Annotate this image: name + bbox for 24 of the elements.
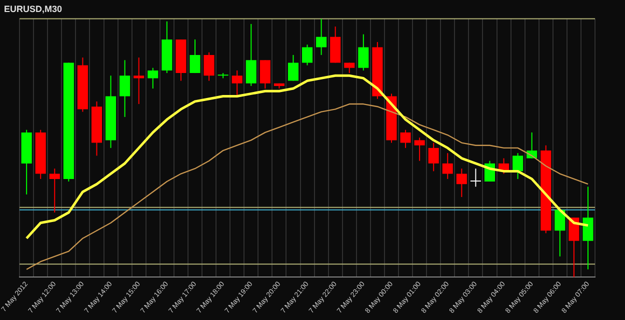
candlestick [260, 60, 270, 90]
candlestick [232, 70, 242, 97]
candlestick [302, 44, 313, 66]
chart-title: EURUSD,M30 [4, 4, 62, 14]
candlestick [246, 23, 256, 86]
candlestick [288, 54, 298, 82]
candlestick [582, 186, 594, 270]
candlestick [442, 152, 453, 180]
candlestick [316, 18, 327, 56]
candlestick [190, 38, 200, 74]
candlestick [148, 67, 158, 90]
candlestick [120, 60, 130, 118]
candlestick [470, 168, 481, 188]
candlestick [134, 57, 144, 105]
candlestick [49, 168, 60, 214]
candlestick [204, 52, 214, 82]
candlestick [414, 137, 425, 162]
candlestick [344, 62, 355, 74]
candlestick [358, 34, 369, 71]
candlestick [512, 152, 524, 180]
candlestick [428, 142, 439, 172]
candlestick [456, 168, 467, 198]
candlestick [554, 209, 566, 257]
candlestick [400, 129, 411, 148]
